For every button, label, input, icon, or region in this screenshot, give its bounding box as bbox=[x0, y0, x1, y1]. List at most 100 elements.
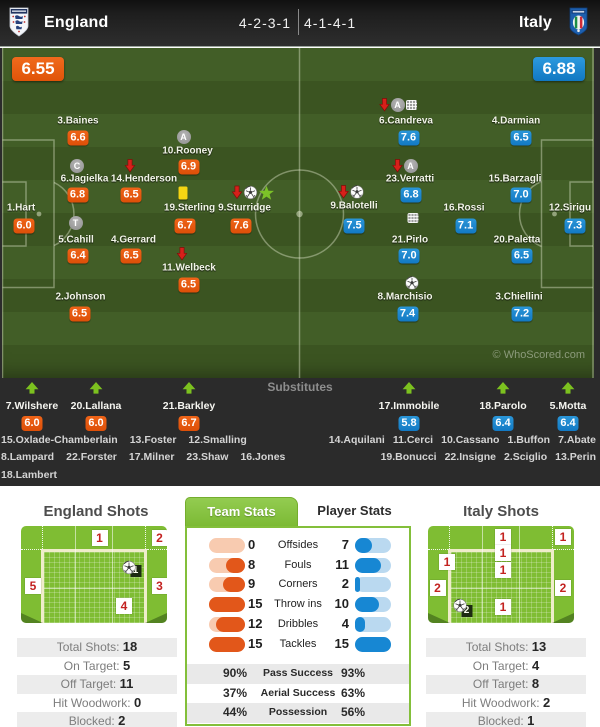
player-rating[interactable]: 7.4 bbox=[397, 306, 418, 322]
unused-sub-name[interactable]: 22.Insigne bbox=[444, 451, 496, 463]
player-rating[interactable]: 7.1 bbox=[455, 218, 476, 233]
player-rating[interactable]: 7.0 bbox=[398, 248, 420, 264]
shot-count-tile: 2 bbox=[429, 580, 446, 596]
substitute-name[interactable]: 5.Motta bbox=[549, 400, 587, 412]
away-percent-value: 56% bbox=[340, 705, 366, 720]
away-stat-bar bbox=[354, 577, 391, 593]
formations: 4-2-3-1 4-1-4-1 bbox=[0, 0, 600, 47]
unused-sub-name[interactable]: 10.Cassano bbox=[441, 433, 500, 446]
player-rating[interactable]: 7.6 bbox=[398, 130, 419, 145]
player-name[interactable]: 5.Cahill bbox=[58, 234, 94, 246]
substitute-name[interactable]: 20.Lallana bbox=[70, 400, 122, 412]
player-rating[interactable]: 6.5 bbox=[178, 277, 199, 293]
unused-sub-name[interactable]: 16.Jones bbox=[240, 451, 286, 463]
substitute-rating[interactable]: 6.7 bbox=[178, 416, 200, 431]
unused-sub-name[interactable]: 22.Forster bbox=[66, 451, 117, 463]
player-name[interactable]: 11.Welbeck bbox=[162, 262, 216, 274]
unused-sub-name[interactable]: 23.Shaw bbox=[186, 451, 229, 463]
team-stat-row: 8 Fouls 11 bbox=[187, 556, 409, 576]
sub-on-arrow bbox=[561, 381, 575, 399]
player-rating[interactable]: 6.6 bbox=[67, 130, 89, 145]
substitute-rating[interactable]: 6.4 bbox=[492, 416, 514, 431]
substitute-name[interactable]: 17.Immobile bbox=[378, 400, 440, 412]
substitute-rating[interactable]: 5.8 bbox=[398, 416, 420, 431]
player-name[interactable]: 10.Rooney bbox=[162, 145, 213, 156]
player-rating[interactable]: 7.2 bbox=[511, 306, 532, 322]
unused-sub-name[interactable]: 19.Bonucci bbox=[380, 451, 437, 463]
player-name[interactable]: 19.Sterling bbox=[163, 202, 216, 214]
home-shots-title: England Shots bbox=[43, 503, 149, 520]
assist-icon: A bbox=[403, 158, 418, 173]
circle-c-icon: C bbox=[70, 158, 84, 173]
goal-zone-line bbox=[75, 526, 76, 623]
player-name[interactable]: 2.Johnson bbox=[55, 291, 106, 302]
player-rating[interactable]: 6.5 bbox=[69, 306, 90, 322]
player-name[interactable]: 6.Candreva bbox=[379, 115, 433, 127]
tab-team-stats[interactable]: Team Stats bbox=[185, 497, 298, 526]
player-rating[interactable]: 6.5 bbox=[510, 130, 532, 145]
percent-stat-row: 37% Aerial Success 63% bbox=[187, 684, 409, 704]
home-stat-value: 9 bbox=[248, 576, 256, 592]
yellow-card-icon bbox=[178, 186, 187, 199]
player-name[interactable]: 6.Jagielka bbox=[60, 173, 109, 184]
unused-sub-name[interactable]: 7.Abate bbox=[558, 433, 596, 446]
player-rating[interactable]: 7.3 bbox=[564, 218, 585, 233]
substitute-rating[interactable]: 6.0 bbox=[85, 416, 107, 431]
player-rating[interactable]: 7.6 bbox=[230, 218, 252, 233]
player-rating[interactable]: 6.5 bbox=[511, 248, 532, 264]
unused-sub-name[interactable]: 13.Foster bbox=[129, 433, 177, 446]
unused-sub-name[interactable]: 8.Lampard bbox=[1, 451, 55, 463]
substitute-name[interactable]: 18.Parolo bbox=[479, 400, 527, 412]
player-name[interactable]: 14.Henderson bbox=[110, 173, 178, 184]
unused-sub-name[interactable]: 17.Milner bbox=[128, 451, 175, 463]
player-rating[interactable]: 6.8 bbox=[400, 187, 422, 203]
unused-sub-name[interactable]: 15.Oxlade-Chamberlain bbox=[1, 433, 118, 446]
substitute-rating[interactable]: 6.4 bbox=[557, 416, 579, 431]
player-name[interactable]: 12.Sirigu bbox=[548, 202, 592, 214]
player-rating[interactable]: 7.5 bbox=[343, 218, 365, 233]
team-stat-row: 15 Throw ins 10 bbox=[187, 595, 409, 615]
match-header: England 4-2-3-1 4-1-4-1 Italy bbox=[0, 0, 600, 47]
unused-subs-row-away: 14.Aquilani 11.Cerci 10.Cassano 1.Buffon 7.A… bbox=[321, 434, 596, 446]
away-average-rating: 6.88 bbox=[533, 57, 585, 81]
substitute-name[interactable]: 7.Wilshere bbox=[5, 400, 59, 412]
unused-sub-name[interactable]: 14.Aquilani bbox=[328, 433, 385, 446]
tab-player-stats[interactable]: Player Stats bbox=[298, 497, 411, 526]
player-icons: A bbox=[391, 158, 418, 173]
player-name[interactable]: 15.Barzagli bbox=[488, 173, 542, 184]
player-rating[interactable]: 7.0 bbox=[510, 187, 532, 203]
player-name[interactable]: 1.Hart bbox=[6, 202, 36, 214]
player-name[interactable]: 3.Chiellini bbox=[495, 291, 543, 302]
unused-sub-name[interactable]: 13.Perin bbox=[555, 451, 596, 463]
player-rating[interactable]: 6.7 bbox=[174, 218, 196, 233]
player-name[interactable]: 9.Sturridge bbox=[218, 202, 271, 214]
unused-sub-name[interactable]: 18.Lambert bbox=[1, 468, 58, 481]
goal-zone-line bbox=[112, 526, 113, 623]
away-percent-value: 93% bbox=[340, 666, 366, 680]
player-name[interactable]: 16.Rossi bbox=[443, 202, 485, 214]
unused-sub-name[interactable]: 11.Cerci bbox=[392, 433, 434, 446]
player-rating[interactable]: 6.5 bbox=[120, 248, 142, 264]
player-name[interactable]: 4.Gerrard bbox=[110, 234, 157, 246]
pitch-markings bbox=[1, 48, 594, 378]
player-name[interactable]: 3.Baines bbox=[57, 115, 99, 127]
player-rating[interactable]: 6.5 bbox=[120, 187, 142, 203]
substitute-rating[interactable]: 6.0 bbox=[21, 416, 43, 431]
home-stat-bar bbox=[208, 597, 245, 613]
player-name[interactable]: 21.Pirlo bbox=[391, 234, 429, 246]
player-name[interactable]: 9.Balotelli bbox=[330, 200, 378, 212]
player-rating[interactable]: 6.8 bbox=[67, 187, 88, 203]
man-of-match-star-icon bbox=[258, 185, 274, 200]
unused-sub-name[interactable]: 2.Sciglio bbox=[503, 451, 548, 463]
player-name[interactable]: 20.Paletta bbox=[493, 234, 541, 246]
player-name[interactable]: 8.Marchisio bbox=[377, 291, 433, 302]
player-name[interactable]: 23.Verratti bbox=[385, 173, 435, 184]
substitute-name[interactable]: 21.Barkley bbox=[162, 400, 216, 412]
shots-stat-row: Blocked: 1 bbox=[426, 712, 586, 727]
player-rating[interactable]: 6.9 bbox=[178, 159, 199, 174]
unused-sub-name[interactable]: 12.Smalling bbox=[188, 433, 247, 446]
unused-sub-name[interactable]: 1.Buffon bbox=[507, 433, 551, 446]
player-rating[interactable]: 6.0 bbox=[13, 218, 35, 233]
player-name[interactable]: 4.Darmian bbox=[491, 115, 541, 127]
player-rating[interactable]: 6.4 bbox=[67, 248, 89, 264]
